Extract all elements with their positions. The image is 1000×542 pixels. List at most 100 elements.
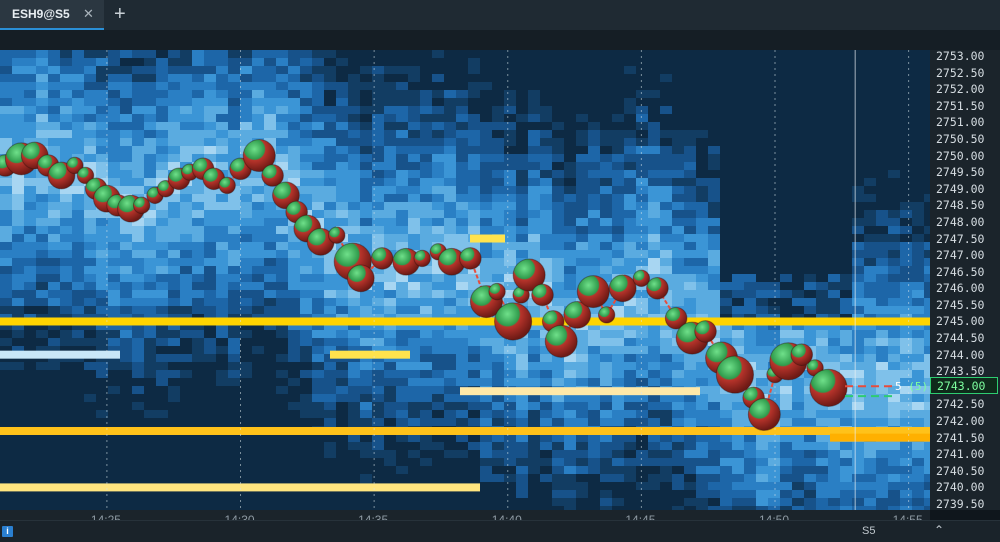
liquidity-band bbox=[460, 387, 700, 396]
heatmap-cell bbox=[72, 418, 84, 426]
heatmap-cell bbox=[264, 82, 276, 90]
heatmap-cell bbox=[432, 418, 444, 426]
heatmap-cell bbox=[756, 274, 768, 282]
heatmap-cell bbox=[516, 178, 528, 186]
heatmap-cell bbox=[120, 282, 132, 290]
info-icon[interactable]: i bbox=[2, 526, 13, 537]
heatmap-cell bbox=[96, 130, 108, 138]
heatmap-cell bbox=[192, 330, 204, 338]
heatmap-cell bbox=[408, 378, 420, 386]
heatmap-cell bbox=[384, 410, 396, 418]
heatmap-cell bbox=[432, 474, 444, 482]
heatmap-cell bbox=[72, 290, 84, 298]
heatmap-cell bbox=[672, 226, 684, 234]
heatmap-cell bbox=[216, 386, 228, 394]
heatmap-cell bbox=[696, 210, 708, 218]
heatmap-cell bbox=[660, 154, 672, 162]
heatmap-cell bbox=[432, 82, 444, 90]
interval-label[interactable]: S5 bbox=[862, 525, 876, 537]
heatmap-cell bbox=[540, 130, 552, 138]
heatmap-cell bbox=[0, 498, 12, 506]
heatmap-cell bbox=[48, 122, 60, 130]
heatmap-cell bbox=[852, 82, 864, 90]
heatmap-cell bbox=[180, 82, 192, 90]
heatmap-cell bbox=[840, 298, 852, 306]
heatmap-cell bbox=[444, 346, 456, 354]
heatmap-cell bbox=[336, 210, 348, 218]
heatmap-cell bbox=[216, 290, 228, 298]
heatmap-cell bbox=[216, 106, 228, 114]
heatmap-cell bbox=[624, 322, 636, 330]
heatmap-cell bbox=[660, 178, 672, 186]
heatmap-cell bbox=[588, 162, 600, 170]
heatmap-cell bbox=[480, 274, 492, 282]
heatmap-cell bbox=[720, 66, 732, 74]
heatmap-cell bbox=[84, 114, 96, 122]
heatmap-cell bbox=[96, 394, 108, 402]
heatmap-cell bbox=[888, 498, 900, 506]
heatmap-cell bbox=[108, 130, 120, 138]
heatmap-cell bbox=[180, 274, 192, 282]
heatmap-cell bbox=[468, 402, 480, 410]
heatmap-cell bbox=[912, 194, 924, 202]
heatmap-cell bbox=[84, 98, 96, 106]
heatmap-cell bbox=[168, 394, 180, 402]
heatmap-cell bbox=[60, 346, 72, 354]
heatmap-cell bbox=[12, 226, 24, 234]
heatmap-cell bbox=[204, 58, 216, 66]
heatmap-cell bbox=[516, 242, 528, 250]
heatmap-cell bbox=[48, 226, 60, 234]
heatmap-cell bbox=[864, 130, 876, 138]
heatmap-cell bbox=[96, 66, 108, 74]
chevron-up-icon[interactable]: ⌃ bbox=[934, 523, 945, 537]
heatmap-cell bbox=[528, 490, 540, 498]
heatmap-cell bbox=[636, 66, 648, 74]
heatmap-cell bbox=[420, 418, 432, 426]
heatmap-cell bbox=[252, 234, 264, 242]
heatmap-cell bbox=[168, 138, 180, 146]
heatmap-cell bbox=[312, 458, 324, 466]
heatmap-cell bbox=[264, 394, 276, 402]
heatmap-cell bbox=[372, 66, 384, 74]
heatmap-cell bbox=[624, 106, 636, 114]
heatmap-cell bbox=[372, 162, 384, 170]
heatmap-cell bbox=[552, 210, 564, 218]
heatmap-cell bbox=[888, 346, 900, 354]
heatmap-cell bbox=[300, 378, 312, 386]
price-axis[interactable]: 2743.00 2753.00 2752.50 2752.00 2751.50 2751… bbox=[930, 49, 1000, 511]
heatmap-cell bbox=[192, 434, 204, 442]
heatmap-cell bbox=[84, 242, 96, 250]
heatmap-cell bbox=[636, 154, 648, 162]
heatmap-cell bbox=[720, 242, 732, 250]
heatmap-cell bbox=[240, 410, 252, 418]
heatmap-cell bbox=[504, 402, 516, 410]
tab-esh9[interactable]: ESH9@S5 ✕ bbox=[0, 0, 104, 30]
heatmap-cell bbox=[696, 274, 708, 282]
heatmap-cell bbox=[696, 178, 708, 186]
heatmap-cell bbox=[408, 410, 420, 418]
heatmap-cell bbox=[60, 106, 72, 114]
heatmap-cell bbox=[708, 282, 720, 290]
heatmap-cell bbox=[120, 410, 132, 418]
heatmap-cell bbox=[432, 130, 444, 138]
heatmap-cell bbox=[144, 178, 156, 186]
plus-icon[interactable]: + bbox=[114, 3, 126, 25]
heatmap-plot[interactable]: 5 (5) bbox=[0, 50, 936, 514]
heatmap-cell bbox=[792, 194, 804, 202]
heatmap-cell bbox=[852, 282, 864, 290]
close-icon[interactable]: ✕ bbox=[83, 6, 94, 21]
heatmap-cell bbox=[240, 394, 252, 402]
heatmap-cell bbox=[384, 170, 396, 178]
heatmap-cell bbox=[732, 490, 744, 498]
heatmap-cell bbox=[708, 250, 720, 258]
heatmap-cell bbox=[912, 354, 924, 362]
heatmap-cell bbox=[840, 82, 852, 90]
heatmap-cell bbox=[660, 330, 672, 338]
heatmap-cell bbox=[816, 138, 828, 146]
trade-bubble bbox=[597, 306, 616, 324]
heatmap-cell bbox=[48, 490, 60, 498]
heatmap-cell bbox=[288, 146, 300, 154]
heatmap-cell bbox=[540, 466, 552, 474]
heatmap-cell bbox=[804, 378, 816, 386]
heatmap-cell bbox=[744, 458, 756, 466]
